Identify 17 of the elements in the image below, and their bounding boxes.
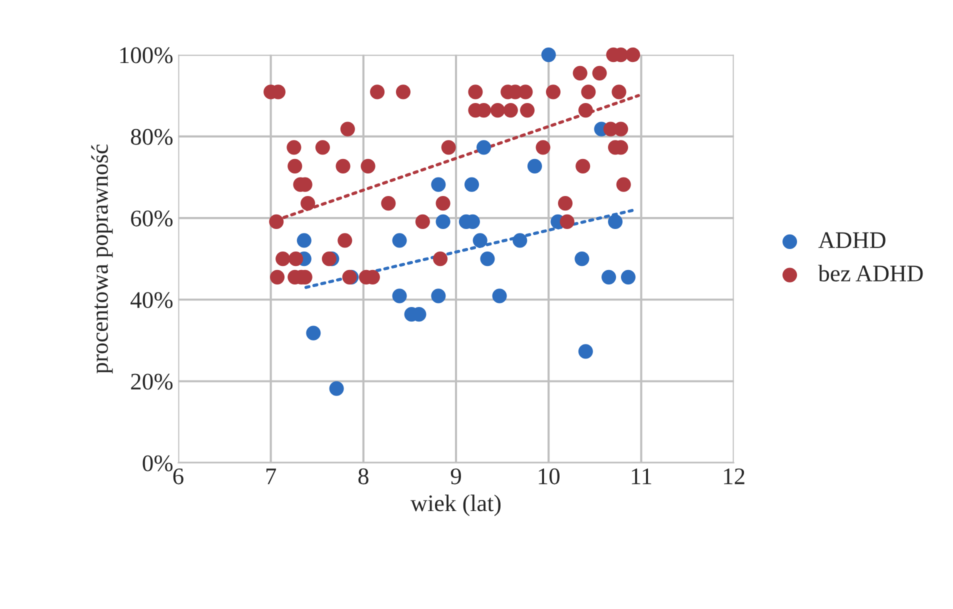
y-axis-title: procentowa poprawność bbox=[91, 144, 113, 374]
x-tick-label: 10 bbox=[538, 468, 560, 484]
y-tick-label: 60% bbox=[131, 210, 173, 227]
x-tick-label: 12 bbox=[724, 468, 744, 484]
legend-label: ADHD bbox=[818, 232, 886, 248]
x-tick-label: 9 bbox=[450, 468, 461, 484]
x-tick-label: 6 bbox=[173, 468, 184, 484]
y-tick-label: 20% bbox=[131, 374, 173, 390]
y-tick-label: 100% bbox=[120, 47, 173, 64]
x-tick-label: 8 bbox=[358, 468, 368, 484]
y-tick-label: 40% bbox=[130, 292, 173, 308]
x-tick-label: 7 bbox=[266, 468, 276, 484]
x-tick-label: 11 bbox=[632, 468, 652, 484]
x-axis-title: wiek (lat) bbox=[410, 494, 501, 516]
y-tick-label: 0% bbox=[142, 455, 173, 472]
y-tick-label: 80% bbox=[130, 128, 173, 145]
legend-label: bez ADHD bbox=[818, 264, 923, 282]
